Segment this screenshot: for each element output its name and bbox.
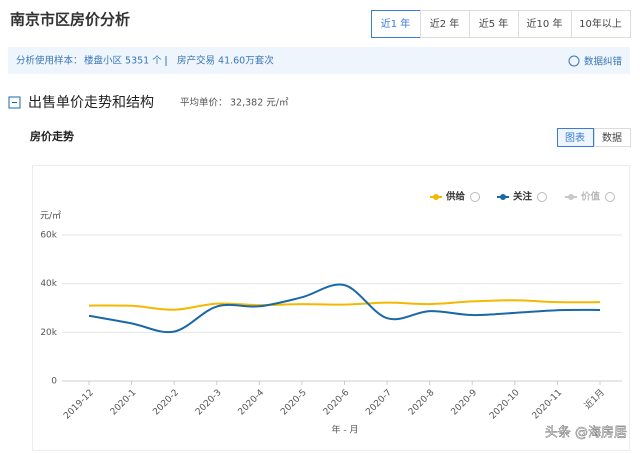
panel-title: 房价走势 [30, 129, 74, 143]
avg-value: 32,382 元/㎡ [230, 98, 289, 109]
x-axis-label: 年 - 月 [332, 424, 359, 436]
legend-label[interactable]: 供给 [445, 191, 466, 203]
chart-box [32, 165, 630, 451]
tabs: 近1 年 近2 年 近5 年 近10 年 10年以上 [371, 10, 631, 38]
sample-label: 分析使用样本： [16, 55, 83, 67]
legend-label[interactable]: 价值 [581, 191, 601, 203]
tab-label[interactable]: 近5 年 [479, 17, 509, 30]
x-tick-label: 2020-7 [364, 388, 394, 418]
y-tick-label: 0 [51, 377, 57, 387]
y-tick-label: 20k [40, 328, 57, 338]
chart: 元/㎡ 0 20k 40k 60k 2019-12 2020-1 2020-2 2020-3 20… [40, 191, 622, 436]
x-tick-label: 2020-11 [531, 388, 565, 422]
tab[interactable] [371, 10, 421, 38]
series-line [88, 299, 601, 311]
tab[interactable] [469, 10, 519, 38]
tab[interactable] [420, 10, 470, 38]
help-icon[interactable] [605, 192, 615, 202]
tab-label[interactable]: 近2 年 [430, 17, 460, 30]
view-button[interactable] [557, 128, 594, 147]
legend-dot[interactable] [500, 194, 506, 200]
x-tick-label: 2020-9 [450, 388, 480, 418]
legend-dot[interactable] [433, 194, 439, 200]
x-tick-label: 近1月 [582, 386, 607, 411]
view-toggle: 图表 数据 [557, 128, 631, 147]
y-tick-label: 40k [40, 279, 57, 289]
x-tick-label: 2020-3 [194, 388, 224, 418]
x-tick-label: 2020-5 [279, 388, 309, 418]
legend-label[interactable]: 关注 [513, 191, 533, 203]
view-label[interactable]: 数据 [602, 131, 622, 144]
sample-item: 楼盘小区 5351 个 [84, 55, 162, 67]
x-tick-label: 2020-1 [109, 388, 139, 418]
series-line [88, 283, 601, 334]
y-axis-unit: 元/㎡ [40, 211, 61, 222]
avg-label: 平均单价： [180, 97, 228, 109]
tab-label[interactable]: 近1 年 [381, 17, 411, 30]
view-button[interactable] [594, 128, 631, 147]
y-tick-label: 60k [40, 231, 57, 241]
tab[interactable] [571, 10, 631, 38]
x-tick-label: 2020-10 [488, 388, 522, 422]
x-tick-label: 2020-6 [322, 388, 352, 418]
info-bar [8, 47, 630, 74]
tab-label[interactable]: 10年以上 [579, 17, 622, 30]
feedback-link[interactable]: 数据纠错 [584, 56, 623, 68]
section-title: 出售单价走势和结构 [28, 95, 154, 111]
x-tick-label: 2020-2 [151, 388, 181, 418]
x-tick-label: 2019-12 [62, 388, 96, 422]
x-tick-label: 2020-4 [237, 388, 267, 418]
watermark: 头条 @海房居 [545, 425, 627, 441]
feedback-icon[interactable] [568, 55, 580, 67]
tab-label[interactable]: 近10 年 [527, 17, 563, 30]
help-icon[interactable] [537, 192, 547, 202]
legend-dot[interactable] [568, 194, 574, 200]
collapse-icon[interactable] [8, 96, 21, 109]
page-title: 南京市区房价分析 [10, 11, 130, 29]
x-tick-label: 2020-8 [407, 388, 437, 418]
sample-item: 房产交易 41.60万套次 [177, 55, 274, 67]
help-icon[interactable] [470, 192, 480, 202]
view-label[interactable]: 图表 [565, 131, 585, 144]
